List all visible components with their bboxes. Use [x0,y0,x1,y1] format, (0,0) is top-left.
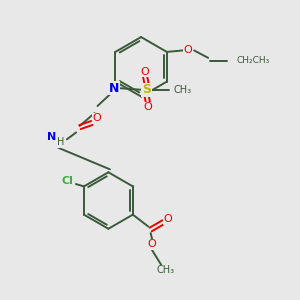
Text: CH₃: CH₃ [157,265,175,275]
Text: S: S [142,83,151,96]
Text: O: O [144,103,152,112]
Text: O: O [184,45,193,56]
Text: Cl: Cl [62,176,74,186]
Text: O: O [92,113,101,124]
Text: CH₂CH₃: CH₂CH₃ [236,56,270,65]
Text: O: O [148,239,157,249]
Text: H: H [57,137,64,147]
Text: N: N [109,82,119,95]
Text: CH₃: CH₃ [173,85,191,95]
Text: O: O [164,214,172,224]
Text: O: O [141,67,149,77]
Text: N: N [47,132,57,142]
